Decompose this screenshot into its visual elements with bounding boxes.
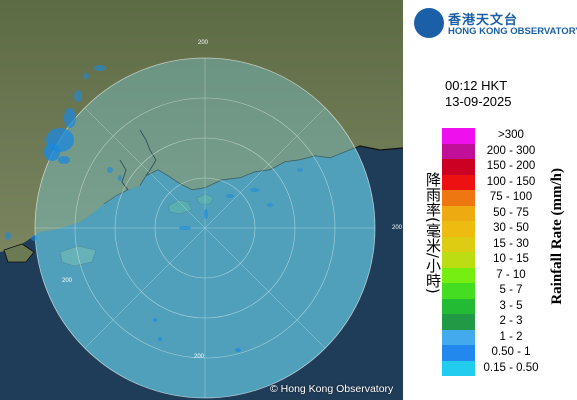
radar-map: 200 200 200 200 © Hong Kong <box>0 0 403 400</box>
legend-swatch <box>442 190 475 206</box>
range-label-west: 200 <box>62 278 73 284</box>
legend-label: 10 - 15 <box>493 253 529 265</box>
legend-swatch <box>442 252 475 268</box>
legend-swatch <box>442 314 475 330</box>
legend-swatch <box>442 174 475 190</box>
legend-swatch <box>442 329 475 345</box>
radar-ring-200 <box>74 97 336 359</box>
rain-echoes <box>5 65 303 352</box>
legend-swatch <box>442 128 475 144</box>
range-label-north: 200 <box>198 40 209 46</box>
legend-label: 150 - 200 <box>486 160 536 172</box>
radar-map-svg: 200 200 200 200 <box>0 0 403 400</box>
legend-swatch <box>442 298 475 314</box>
range-label-east: 200 <box>392 225 403 231</box>
legend-label: 75 - 100 <box>489 191 533 203</box>
legend-label: 100 - 150 <box>486 175 536 188</box>
legend-swatch <box>442 221 475 237</box>
western-island-2 <box>3 243 35 263</box>
legend-swatch <box>442 143 475 159</box>
radar-coverage <box>35 58 375 398</box>
copyright-text: © Hong Kong Observatory <box>270 383 394 395</box>
legend-swatch <box>442 360 475 376</box>
logo-name-en: HONG KONG OBSERVATORY <box>448 26 577 37</box>
observatory-logo: 香港天文台 HONG KONG OBSERVATORY <box>414 8 577 40</box>
observation-time: 00:12 HKT <box>445 78 508 93</box>
legend-swatch <box>442 267 475 283</box>
legend-label: 0.15 - 0.50 <box>483 361 539 374</box>
legend-title-cn: 降雨率(毫米/小時) <box>424 172 442 294</box>
legend-label: 3 - 5 <box>499 299 523 312</box>
river-coast <box>139 129 157 177</box>
legend-swatch <box>442 236 475 252</box>
legend-label: 200 - 300 <box>486 144 536 157</box>
legend-label: 7 - 10 <box>496 268 526 281</box>
legend-label: 50 - 75 <box>493 206 529 219</box>
legend-label: >300 <box>498 129 524 141</box>
legend-swatch <box>442 205 475 221</box>
legend-label: 0.50 - 1 <box>491 346 531 358</box>
logo-name-cn: 香港天文台 <box>448 13 519 28</box>
legend-label: 30 - 50 <box>493 222 529 234</box>
legend-swatch <box>442 345 475 361</box>
observation-date: 13-09-2025 <box>445 94 512 109</box>
estuary-coast <box>103 159 129 205</box>
observatory-emblem-icon <box>414 8 444 38</box>
land-area <box>0 0 403 252</box>
radar-ring-center <box>154 177 256 279</box>
radar-spokes <box>35 58 375 398</box>
legend-label: 15 - 30 <box>493 237 529 250</box>
legend-title-en: Rainfall Rate (mm/h) <box>549 168 565 305</box>
info-panel: 香港天文台 HONG KONG OBSERVATORY 00:12 HKT 13… <box>403 0 577 400</box>
legend-label: 5 - 7 <box>499 284 523 296</box>
legend-swatch <box>442 283 475 299</box>
legend-label: 1 - 2 <box>499 330 523 343</box>
legend-swatch <box>442 159 475 175</box>
radar-ring-inner <box>114 137 296 319</box>
legend-label: 2 - 3 <box>499 315 523 327</box>
radar-outer-ring <box>34 57 376 399</box>
range-label-south: 200 <box>194 354 205 360</box>
